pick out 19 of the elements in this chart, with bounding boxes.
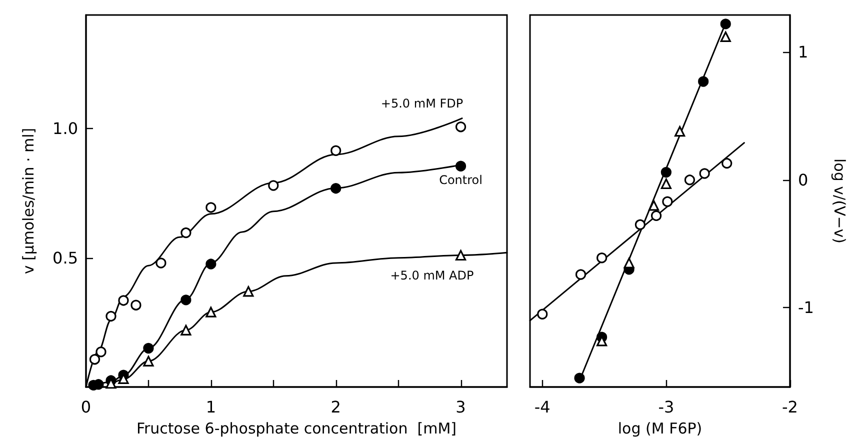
x-tick-label: -2 [782, 398, 798, 416]
y-tick-label: 0.5 [52, 248, 78, 268]
y-axis-title: v [µmoles/min · ml] [20, 128, 38, 274]
series-label: +5.0 mM FDP [380, 96, 464, 110]
y-tick-label: 1.0 [52, 119, 78, 138]
series-label: +5.0 mM ADP [390, 268, 474, 283]
x-tick-label: 0 [80, 398, 92, 416]
x-tick-label: 2 [330, 398, 341, 416]
x-tick-label: 3 [456, 398, 466, 416]
y-axis-title: log v/(V−v) [830, 158, 848, 244]
x-axis-title: Fructose 6-phosphate concentration [mM] [136, 420, 457, 438]
y-tick-label: -1 [798, 298, 814, 318]
x-tick-label: -3 [658, 398, 674, 416]
y-tick-label: 1 [798, 42, 808, 62]
y-tick-label: 0 [798, 170, 808, 190]
series-label: Control [439, 172, 482, 187]
x-tick-label: 1 [206, 398, 216, 416]
x-tick-label: -4 [534, 398, 550, 416]
x-axis-title: log (M F6P) [618, 420, 702, 438]
